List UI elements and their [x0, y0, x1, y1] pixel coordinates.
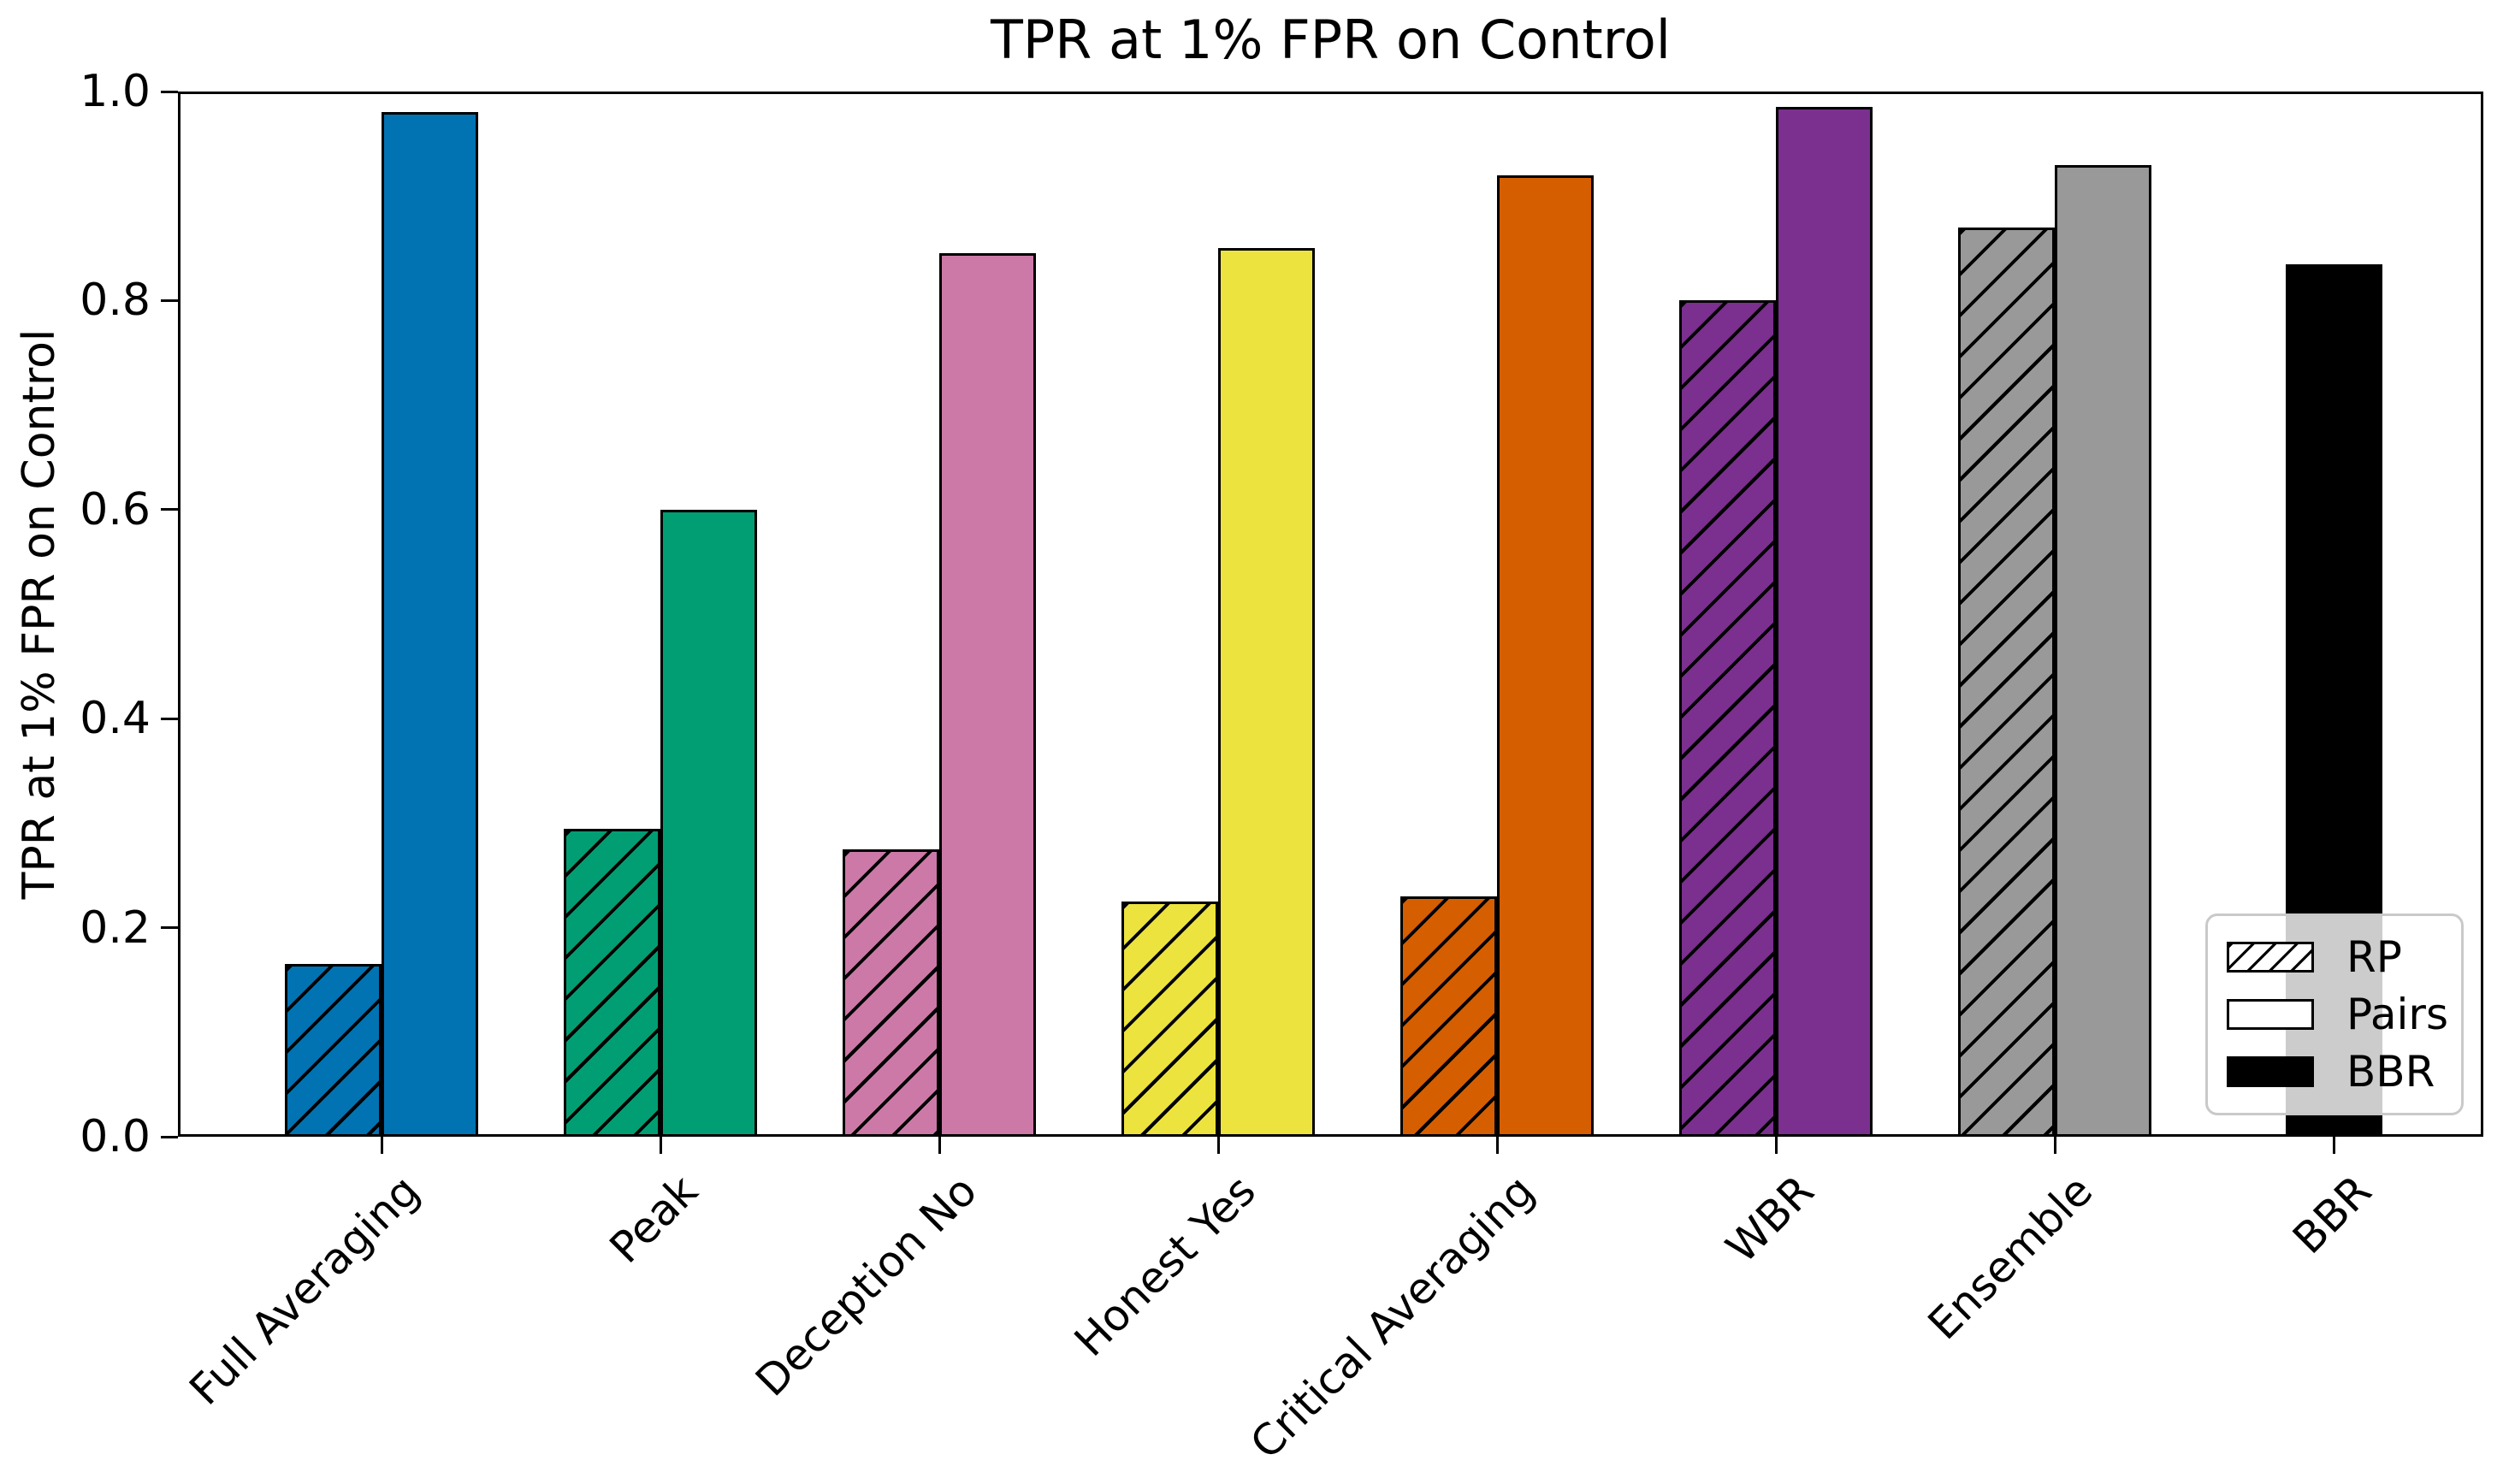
- y-tick: [161, 717, 178, 720]
- y-tick: [161, 508, 178, 511]
- y-tick-label: 0.4: [80, 693, 151, 745]
- bar-deception-no-rp: [843, 848, 939, 1137]
- y-tick-label: 0.2: [80, 902, 151, 954]
- y-tick: [161, 926, 178, 930]
- legend-entry-pairs: Pairs: [2227, 993, 2461, 1036]
- bar-ensemble-pairs: [2055, 164, 2151, 1137]
- y-tick-label: 0.6: [80, 483, 151, 535]
- bar-ensemble-rp: [1958, 227, 2055, 1137]
- legend-label: BBR: [2346, 1047, 2435, 1097]
- x-tick: [2053, 1137, 2056, 1154]
- bar-peak-rp: [564, 828, 660, 1137]
- x-tick-label-full-averaging: Full Averaging: [180, 1166, 429, 1415]
- y-tick-label: 1.0: [80, 66, 151, 117]
- bar-peak-pairs: [660, 509, 757, 1137]
- x-tick-label-wbr: WBR: [1716, 1166, 1824, 1273]
- bar-honest-yes-rp: [1121, 902, 1218, 1137]
- legend-label: RP: [2346, 931, 2402, 982]
- bar-deception-no-pairs: [939, 253, 1036, 1137]
- y-axis-label: TPR at 1% FPR on Control: [14, 328, 65, 900]
- bar-honest-yes-pairs: [1218, 248, 1315, 1137]
- x-tick-label-deception-no: Deception No: [746, 1166, 987, 1406]
- bar-full-averaging-pairs: [382, 112, 478, 1137]
- y-tick: [161, 90, 178, 93]
- chart-title: TPR at 1% FPR on Control: [990, 9, 1671, 71]
- bar-critical-averaging-pairs: [1497, 174, 1594, 1137]
- legend-swatch-black: [2227, 1056, 2314, 1088]
- legend-entry-rp: RP: [2227, 936, 2461, 978]
- y-tick-label: 0.8: [80, 275, 151, 327]
- y-tick: [161, 1135, 178, 1138]
- x-tick-label-ensemble: Ensemble: [1918, 1166, 2103, 1350]
- legend-swatch-open: [2227, 998, 2314, 1030]
- x-tick: [659, 1137, 662, 1154]
- bar-critical-averaging-rp: [1400, 896, 1497, 1137]
- bar-wbr-rp: [1679, 300, 1776, 1137]
- x-tick: [938, 1137, 941, 1154]
- bar-wbr-pairs: [1776, 107, 1873, 1137]
- x-tick-label-honest-yes: Honest Yes: [1065, 1166, 1266, 1366]
- x-tick: [380, 1137, 383, 1154]
- y-tick: [161, 299, 178, 302]
- x-tick: [1774, 1137, 1778, 1154]
- legend-entry-bbr: BBR: [2227, 1050, 2461, 1093]
- x-tick-label-peak: Peak: [601, 1166, 708, 1273]
- bar-full-averaging-rp: [285, 964, 382, 1137]
- x-tick: [2332, 1137, 2335, 1154]
- legend-swatch-hatched: [2227, 941, 2314, 973]
- x-tick: [1216, 1137, 1220, 1154]
- legend-label: Pairs: [2346, 989, 2449, 1039]
- x-tick-label-bbr: BBR: [2282, 1166, 2382, 1264]
- x-tick: [1495, 1137, 1499, 1154]
- legend: RP Pairs BBR: [2205, 913, 2464, 1115]
- x-tick-label-critical-averaging: Critical Averaging: [1240, 1166, 1545, 1469]
- y-tick-label: 0.0: [80, 1111, 151, 1162]
